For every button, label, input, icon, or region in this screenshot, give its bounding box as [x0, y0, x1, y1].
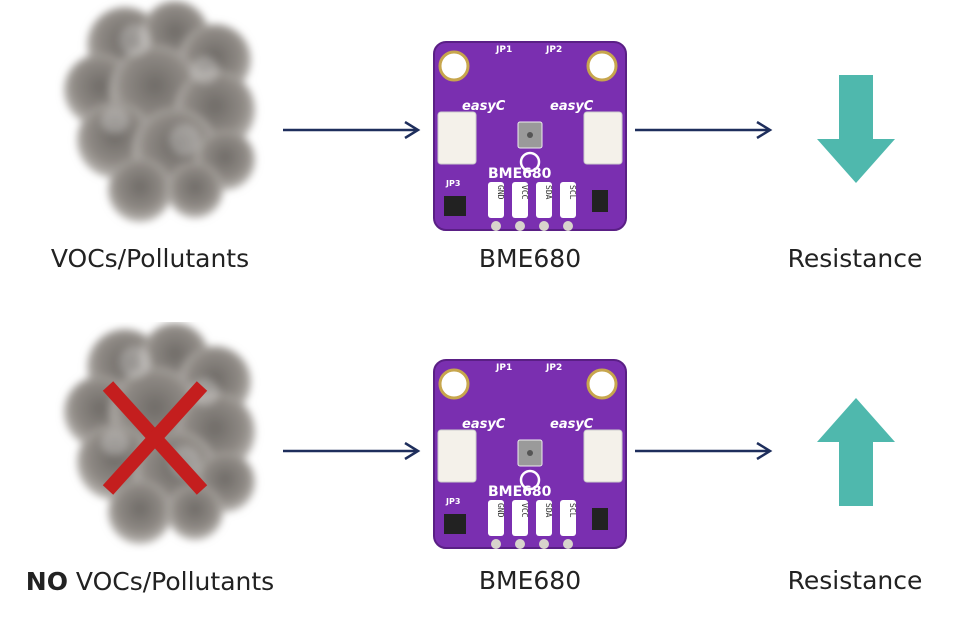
flow-arrow [283, 442, 423, 460]
jumper-label: JP1 [495, 45, 512, 55]
pin-label: GND [496, 185, 505, 200]
pin-label: SCL [568, 185, 577, 200]
result-label: Resistance [787, 244, 923, 273]
connector-label: easyC [550, 417, 594, 432]
result-label: Resistance [787, 566, 923, 595]
flow-arrow [635, 121, 775, 139]
source-label: VOCs/Pollutants [50, 244, 250, 273]
no-prefix: NO [25, 567, 68, 596]
row-without-pollutants: NO VOCs/Pollutants JP1 JP2 easyC easyC B… [0, 322, 956, 622]
jumper-label: JP2 [545, 45, 562, 55]
bme680-board: JP1 JP2 easyC easyC BME680 GND VCC SDA S… [432, 40, 628, 232]
board-name: BME680 [488, 484, 552, 500]
jumper-label: JP1 [495, 363, 512, 373]
pin-label: GND [496, 503, 505, 518]
smoke-cloud-icon [55, 0, 270, 230]
pin-label: VCC [520, 185, 529, 200]
pin-label: SDA [544, 503, 553, 518]
arrow-up-icon [815, 396, 897, 506]
bme680-board: JP1 JP2 easyC easyC BME680 GND VCC SDA S… [432, 358, 628, 550]
jumper-label: JP3 [445, 497, 460, 506]
flow-arrow [635, 442, 775, 460]
connector-label: easyC [462, 417, 506, 432]
row-with-pollutants: VOCs/Pollutants JP1 JP2 easyC easyC BME6… [0, 0, 956, 300]
pin-label: SCL [568, 503, 577, 518]
pin-label: VCC [520, 503, 529, 518]
source-label: NO VOCs/Pollutants [25, 567, 275, 596]
board-name: BME680 [488, 166, 552, 182]
connector-label: easyC [462, 99, 506, 114]
cross-icon [100, 378, 210, 498]
flow-arrow [283, 121, 423, 139]
jumper-label: JP3 [445, 179, 460, 188]
pin-label: SDA [544, 185, 553, 200]
connector-label: easyC [550, 99, 594, 114]
sensor-label: BME680 [478, 244, 582, 273]
arrow-down-icon [815, 75, 897, 185]
jumper-label: JP2 [545, 363, 562, 373]
sensor-label: BME680 [478, 566, 582, 595]
